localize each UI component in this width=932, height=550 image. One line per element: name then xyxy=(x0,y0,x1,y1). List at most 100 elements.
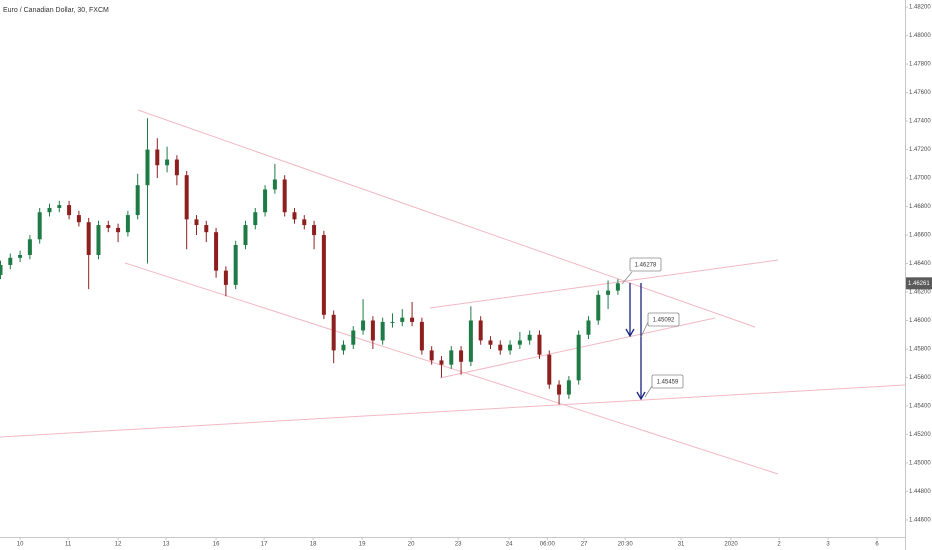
candle-body xyxy=(400,317,405,322)
candle-body xyxy=(155,149,160,166)
candle-body xyxy=(233,244,238,285)
candle-body xyxy=(370,320,375,341)
y-tick-label: 1.44600 xyxy=(909,517,931,523)
candle-body xyxy=(547,354,552,385)
candle-body xyxy=(606,290,611,295)
note-box xyxy=(651,374,684,389)
candle-body xyxy=(18,254,23,258)
candle-body xyxy=(508,344,513,351)
candle-body xyxy=(459,350,464,362)
candle-body xyxy=(223,270,228,285)
candle-body xyxy=(253,212,258,226)
candle-body xyxy=(125,215,130,233)
candle-body xyxy=(47,207,52,213)
candle-body xyxy=(439,360,444,365)
x-tick-label: 2 xyxy=(777,542,781,548)
candle-body xyxy=(86,222,91,255)
trend-line xyxy=(429,259,779,309)
candle-body xyxy=(586,320,591,335)
y-tick-label: 1.48200 xyxy=(909,5,931,11)
candle-body xyxy=(341,344,346,351)
candle-body xyxy=(57,205,62,208)
candle-body xyxy=(165,159,170,166)
candle-body xyxy=(390,321,395,323)
y-tick-label: 1.47600 xyxy=(909,90,931,96)
candle-body xyxy=(135,185,140,216)
last-price-box xyxy=(906,277,932,290)
x-tick-label: 19 xyxy=(359,542,366,548)
candle-body xyxy=(174,159,179,176)
connector xyxy=(621,271,633,285)
candle-body xyxy=(0,264,3,275)
connector xyxy=(644,385,653,398)
note-text: 1.46278 xyxy=(635,263,657,269)
candle-body xyxy=(488,340,493,345)
candle-body xyxy=(116,227,121,233)
candle-body xyxy=(96,225,101,255)
candle-body xyxy=(214,232,219,271)
candle-body xyxy=(302,219,307,226)
candle-body xyxy=(321,235,326,315)
candle-body xyxy=(272,179,277,190)
y-tick-label: 1.46600 xyxy=(909,233,931,239)
candles xyxy=(0,118,620,405)
x-tick-label: 16 xyxy=(213,542,220,548)
candle-body xyxy=(282,179,287,213)
candle-body xyxy=(468,320,473,362)
candle-body xyxy=(527,334,532,341)
connector xyxy=(640,321,649,338)
arrow-head xyxy=(625,328,635,338)
candle-body xyxy=(145,149,150,186)
note-text: 1.45092 xyxy=(653,318,675,324)
candle-body xyxy=(566,380,571,395)
candle-body xyxy=(351,330,356,345)
note-box xyxy=(647,312,680,327)
y-tick-label: 1.46400 xyxy=(909,261,931,267)
candle-body xyxy=(106,225,111,228)
y-tick-label: 1.46000 xyxy=(909,318,931,324)
x-tick-label: 27 xyxy=(581,542,588,548)
candle-body xyxy=(449,350,454,365)
candle-body xyxy=(263,189,268,213)
candle-body xyxy=(361,320,366,331)
y-tick-label: 1.47400 xyxy=(909,119,931,125)
candle-body xyxy=(498,344,503,351)
candle-body xyxy=(27,239,32,255)
candle-body xyxy=(419,321,424,351)
candle-body xyxy=(537,334,542,355)
note-text: 1.45459 xyxy=(657,380,679,386)
x-tick-label: 31 xyxy=(678,542,685,548)
y-tick-label: 1.45600 xyxy=(909,375,931,381)
candle-body xyxy=(596,294,601,321)
candle-body xyxy=(557,384,562,395)
x-tick-label: 3 xyxy=(826,542,830,548)
candle-body xyxy=(478,320,483,341)
candle-body xyxy=(576,334,581,381)
x-tick-label: 11 xyxy=(65,542,72,548)
candle-body xyxy=(76,215,81,223)
x-tick-label: 06:00 xyxy=(540,542,556,548)
y-tick-label: 1.47800 xyxy=(909,62,931,68)
y-tick-label: 1.48000 xyxy=(909,33,931,39)
last-price-label: 1.46261 xyxy=(908,281,930,287)
candle-body xyxy=(243,225,248,245)
y-tick-label: 1.45800 xyxy=(909,347,931,353)
axes: 1.44600 1.44800 1.45000 1.45200 1.45400 1.456… xyxy=(17,5,932,548)
candle-body xyxy=(194,219,199,226)
x-tick-label: 20 xyxy=(408,542,415,548)
arrow-head xyxy=(636,391,646,401)
trend-line xyxy=(137,109,756,328)
x-tick-label: 6 xyxy=(875,542,879,548)
y-tick-label: 1.46800 xyxy=(909,204,931,210)
note-box xyxy=(629,257,662,272)
x-tick-label: 2020 xyxy=(724,542,738,548)
candle-body xyxy=(517,340,522,345)
candle-body xyxy=(410,317,415,322)
x-tick-label: 12 xyxy=(115,542,122,548)
candle-body xyxy=(37,212,42,240)
chart-title: Euro / Canadian Dollar, 30, FXCM xyxy=(3,7,109,14)
y-tick-label: 1.47000 xyxy=(909,176,931,182)
x-tick-label: 18 xyxy=(310,542,317,548)
candle-body xyxy=(67,205,72,216)
